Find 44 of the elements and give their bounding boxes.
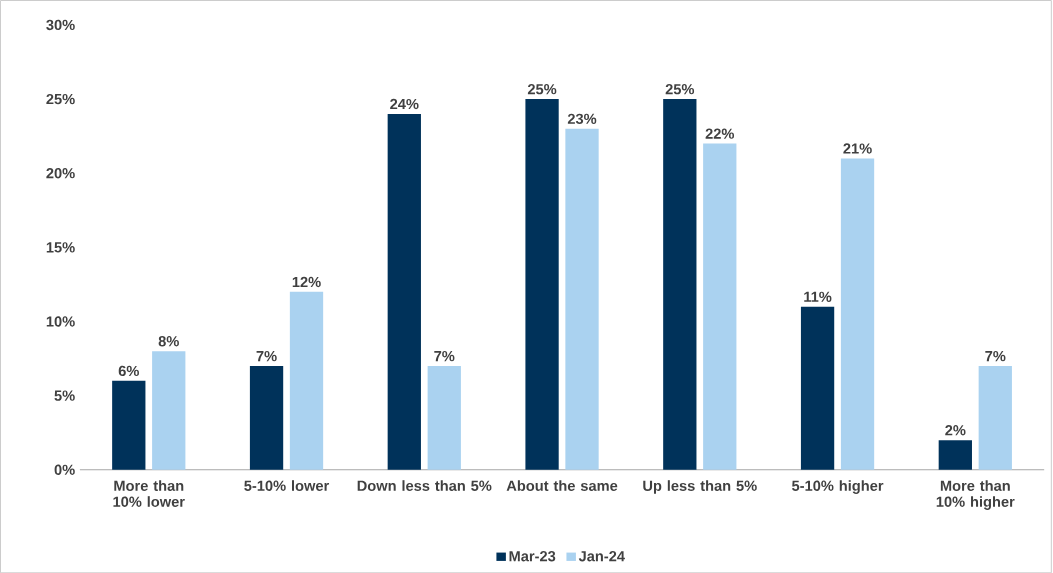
x-tick-label: About the same [506,480,618,491]
y-tick-label: 20% [46,167,75,179]
data-label: 7% [434,350,455,362]
bar [978,365,1012,470]
y-tick-label: 25% [46,93,75,105]
bar [289,291,324,470]
data-label: 2% [945,424,966,436]
bar [427,365,461,470]
legend-label: Jan-24 [578,550,625,562]
bar [387,113,421,470]
data-label: 6% [118,365,139,376]
legend-label: Mar-23 [509,550,556,562]
bar [800,306,835,470]
bar [840,158,875,470]
bar [152,351,186,470]
data-label: 7% [985,350,1006,362]
bar [112,380,146,470]
data-label: 22% [705,128,735,139]
x-tick-label: 5-10% lower [244,480,330,491]
data-label: 25% [527,83,557,95]
data-label: 25% [665,83,695,95]
data-label: 11% [804,291,832,302]
y-tick-label: 30% [46,19,75,30]
bar [703,143,737,470]
data-label: 7% [256,350,277,362]
y-tick-label: 10% [46,316,75,327]
x-tick-label: Up less than 5% [643,480,757,494]
data-label: 24% [390,98,419,110]
x-tick-label: More than 10% lower [113,480,185,507]
x-tick-label: Down less than 5% [357,480,492,491]
y-tick-label: 5% [54,390,75,401]
data-label: 21% [843,143,872,154]
y-tick-label: 0% [54,464,75,475]
bar [663,98,697,470]
bar [525,98,559,470]
y-tick-label: 15% [46,242,75,253]
data-label: 23% [567,113,597,124]
data-label: 12% [292,276,321,287]
data-label: 8% [158,335,179,347]
bar [938,439,972,470]
bar [565,128,599,470]
x-tick-label: More than 10% higher [936,480,1015,510]
x-tick-label: 5-10% higher [792,480,884,494]
bar [249,365,284,470]
